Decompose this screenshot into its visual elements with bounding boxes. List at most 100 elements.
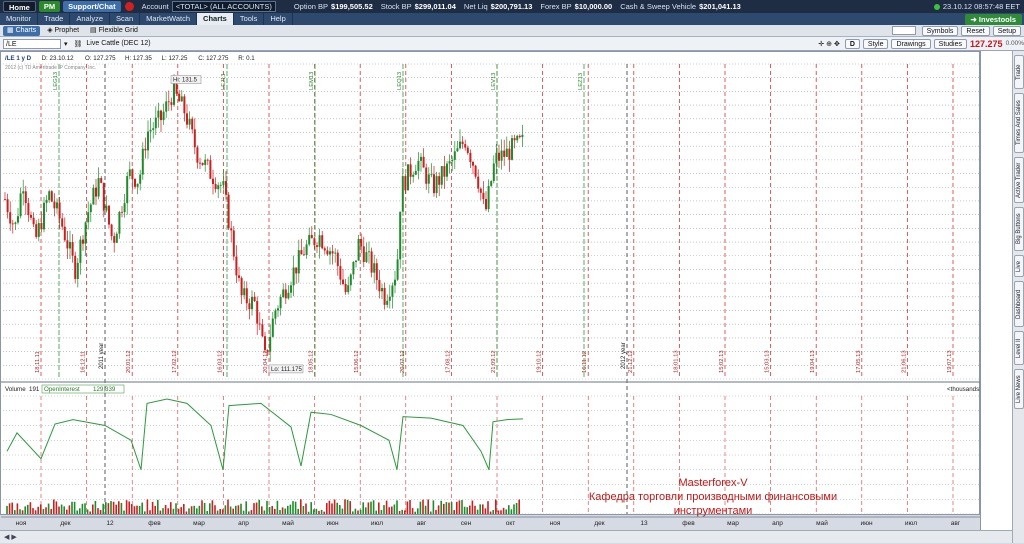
tab-marketwatch[interactable]: MarketWatch bbox=[140, 13, 198, 25]
candle-body bbox=[305, 244, 308, 256]
symbols-button[interactable]: Symbols bbox=[921, 25, 959, 36]
volume-bar bbox=[331, 503, 333, 514]
studies-button[interactable]: Studies bbox=[933, 38, 968, 49]
candles-group bbox=[4, 74, 524, 362]
candle-body bbox=[160, 110, 162, 121]
side-tab-trade[interactable]: Trade bbox=[1014, 55, 1024, 89]
volume-bar bbox=[177, 508, 180, 514]
info-field: L: 127.25 bbox=[162, 55, 188, 62]
chart-area[interactable]: /LE 1 y D D: 23.10.12 O: 127.275 H: 127.35 L… bbox=[0, 51, 1013, 527]
scroll-left-icon[interactable]: ◀ ▶ bbox=[4, 534, 17, 541]
side-tab-live-news[interactable]: Live News bbox=[1014, 369, 1024, 409]
volume-bar bbox=[86, 509, 89, 514]
candle-body bbox=[261, 324, 264, 337]
tab-monitor[interactable]: Monitor bbox=[0, 13, 39, 25]
candle-body bbox=[123, 203, 126, 213]
candle-body bbox=[485, 198, 487, 210]
style-button[interactable]: Style bbox=[862, 38, 889, 49]
candle-body bbox=[253, 296, 256, 302]
stock-bp-value: $299,011.04 bbox=[414, 2, 456, 11]
volume-bar bbox=[136, 505, 138, 514]
volume-bar bbox=[357, 510, 359, 514]
dropdown-icon[interactable]: ▾ bbox=[64, 40, 68, 48]
price-chart-svg[interactable]: /LE 1 y D D: 23.10.12 O: 127.275 H: 127.35 L… bbox=[1, 52, 1013, 544]
date-marker-label: 17.05.13 bbox=[856, 350, 862, 373]
volume-bar bbox=[484, 508, 487, 514]
symbol-input[interactable]: /LE bbox=[3, 38, 61, 49]
side-tab-active-trader[interactable]: Active Trader bbox=[1014, 157, 1024, 203]
candle-body bbox=[56, 202, 58, 209]
volume-bar bbox=[385, 500, 388, 514]
net-liq-value: $200,791.13 bbox=[490, 2, 533, 11]
candle-body bbox=[464, 144, 467, 148]
volume-bar bbox=[131, 503, 133, 514]
subtab-flexible-grid[interactable]: ▤ Flexible Grid bbox=[86, 26, 142, 36]
candle-body bbox=[141, 148, 144, 175]
account-select[interactable]: <TOTAL> (ALL ACCOUNTS) bbox=[171, 1, 276, 12]
drawings-button[interactable]: Drawings bbox=[891, 38, 931, 49]
reset-button[interactable]: Reset bbox=[961, 25, 990, 36]
candle-body bbox=[344, 283, 347, 293]
candle-body bbox=[373, 263, 376, 273]
tab-scan[interactable]: Scan bbox=[110, 13, 141, 25]
volume-bar bbox=[128, 501, 130, 514]
volume-bar bbox=[159, 510, 162, 514]
tab-help[interactable]: Help bbox=[264, 13, 293, 25]
candle-body bbox=[370, 251, 373, 273]
volume-bar bbox=[430, 511, 432, 514]
layout-selector[interactable] bbox=[891, 26, 916, 35]
volume-bar bbox=[32, 508, 34, 514]
candle-body bbox=[217, 185, 220, 190]
lo-label: Lo: 111.175 bbox=[271, 367, 302, 373]
candle-body bbox=[339, 266, 342, 280]
tab-charts[interactable]: Charts bbox=[197, 13, 234, 25]
volume-bar bbox=[287, 505, 289, 514]
candle-body bbox=[6, 199, 9, 213]
volume-bar bbox=[105, 502, 107, 514]
candle-body bbox=[355, 260, 357, 262]
tab-analyze[interactable]: Analyze bbox=[70, 13, 111, 25]
candle-body bbox=[232, 230, 235, 257]
zoom-icon[interactable]: ⊕ bbox=[826, 40, 832, 48]
volume-bar bbox=[71, 501, 73, 514]
volume-bar bbox=[323, 511, 325, 514]
alert-icon[interactable] bbox=[124, 2, 134, 11]
side-tab-dashboard[interactable]: Dashboard bbox=[1014, 281, 1024, 327]
setup-button[interactable]: Setup bbox=[992, 25, 1021, 36]
pan-icon[interactable]: ✥ bbox=[833, 40, 840, 48]
volume-bar bbox=[310, 502, 312, 514]
candle-body bbox=[30, 214, 32, 218]
candle-body bbox=[453, 151, 456, 160]
side-tab-big-buttons[interactable]: Big Buttons bbox=[1014, 207, 1024, 251]
period-button[interactable]: D bbox=[844, 38, 860, 49]
subtab-charts[interactable]: ▦ Charts bbox=[3, 25, 41, 36]
forex-bp-label: Forex BP bbox=[540, 2, 572, 11]
side-tab-times-and-sales[interactable]: Times And Sales bbox=[1014, 93, 1024, 153]
subtab-prophet[interactable]: ◈ Prophet bbox=[43, 26, 83, 36]
lo-label-box bbox=[268, 364, 304, 374]
candle-body bbox=[279, 297, 282, 309]
investools-button[interactable]: ➜ Investools bbox=[964, 13, 1022, 25]
volume-bar bbox=[300, 499, 302, 514]
candle-body bbox=[58, 202, 61, 219]
tab-tools[interactable]: Tools bbox=[234, 13, 265, 25]
candle-body bbox=[24, 191, 27, 204]
side-tab-level-ii[interactable]: Level II bbox=[1014, 331, 1024, 365]
candle-body bbox=[316, 245, 318, 247]
date-marker-label: 15.06.12 bbox=[354, 350, 360, 373]
volume-bar bbox=[94, 500, 97, 514]
link-icon[interactable]: ⛓ bbox=[73, 40, 83, 48]
pm-button[interactable]: PM bbox=[38, 1, 61, 12]
volume-bar bbox=[437, 505, 440, 514]
candle-body bbox=[27, 203, 30, 215]
candle-body bbox=[329, 251, 331, 255]
home-button[interactable]: Home bbox=[3, 1, 36, 12]
tab-trade[interactable]: Trade bbox=[38, 13, 71, 25]
side-tab-live[interactable]: Live bbox=[1014, 255, 1024, 277]
volume-bar bbox=[365, 507, 367, 514]
crosshair-icon[interactable]: ✛ bbox=[818, 40, 825, 48]
support-chat-button[interactable]: Support/Chat bbox=[63, 1, 121, 12]
candle-body bbox=[469, 152, 472, 163]
candle-body bbox=[199, 162, 201, 164]
candle-body bbox=[412, 174, 415, 177]
